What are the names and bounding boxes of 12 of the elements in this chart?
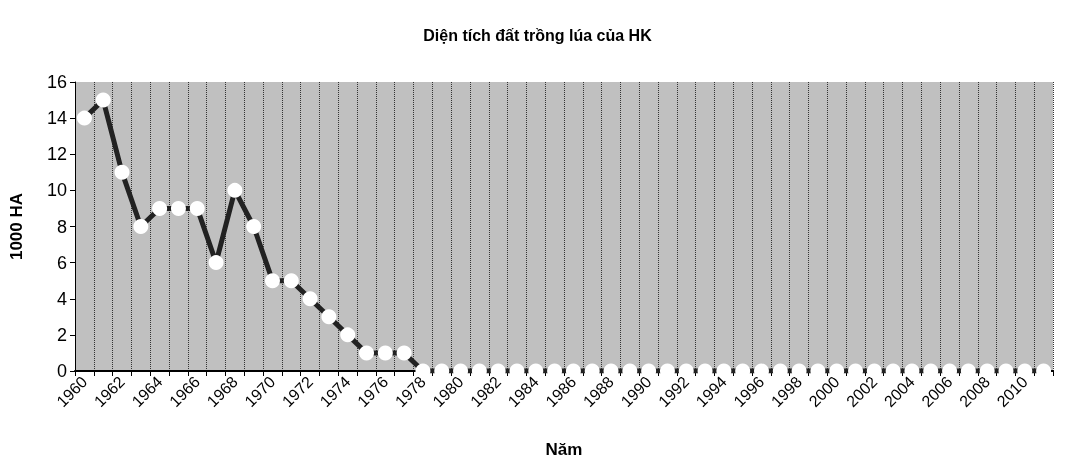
y-tick-label: 16 xyxy=(46,72,67,92)
y-tick-label: 14 xyxy=(46,108,67,129)
y-tick-label: 8 xyxy=(56,216,67,237)
y-tick-label: 10 xyxy=(46,180,67,201)
y-tick-label: 6 xyxy=(56,252,67,273)
y-tick-label: 0 xyxy=(56,361,67,381)
y-tick-label: 2 xyxy=(56,324,67,345)
y-tick-label: 4 xyxy=(56,288,67,309)
y-axis-title: 1000 HA xyxy=(7,192,26,261)
x-axis-title: Năm xyxy=(545,440,583,459)
y-tick-label: 12 xyxy=(46,144,67,165)
chart-title: Diện tích đất trồng lúa của HK xyxy=(423,26,653,44)
